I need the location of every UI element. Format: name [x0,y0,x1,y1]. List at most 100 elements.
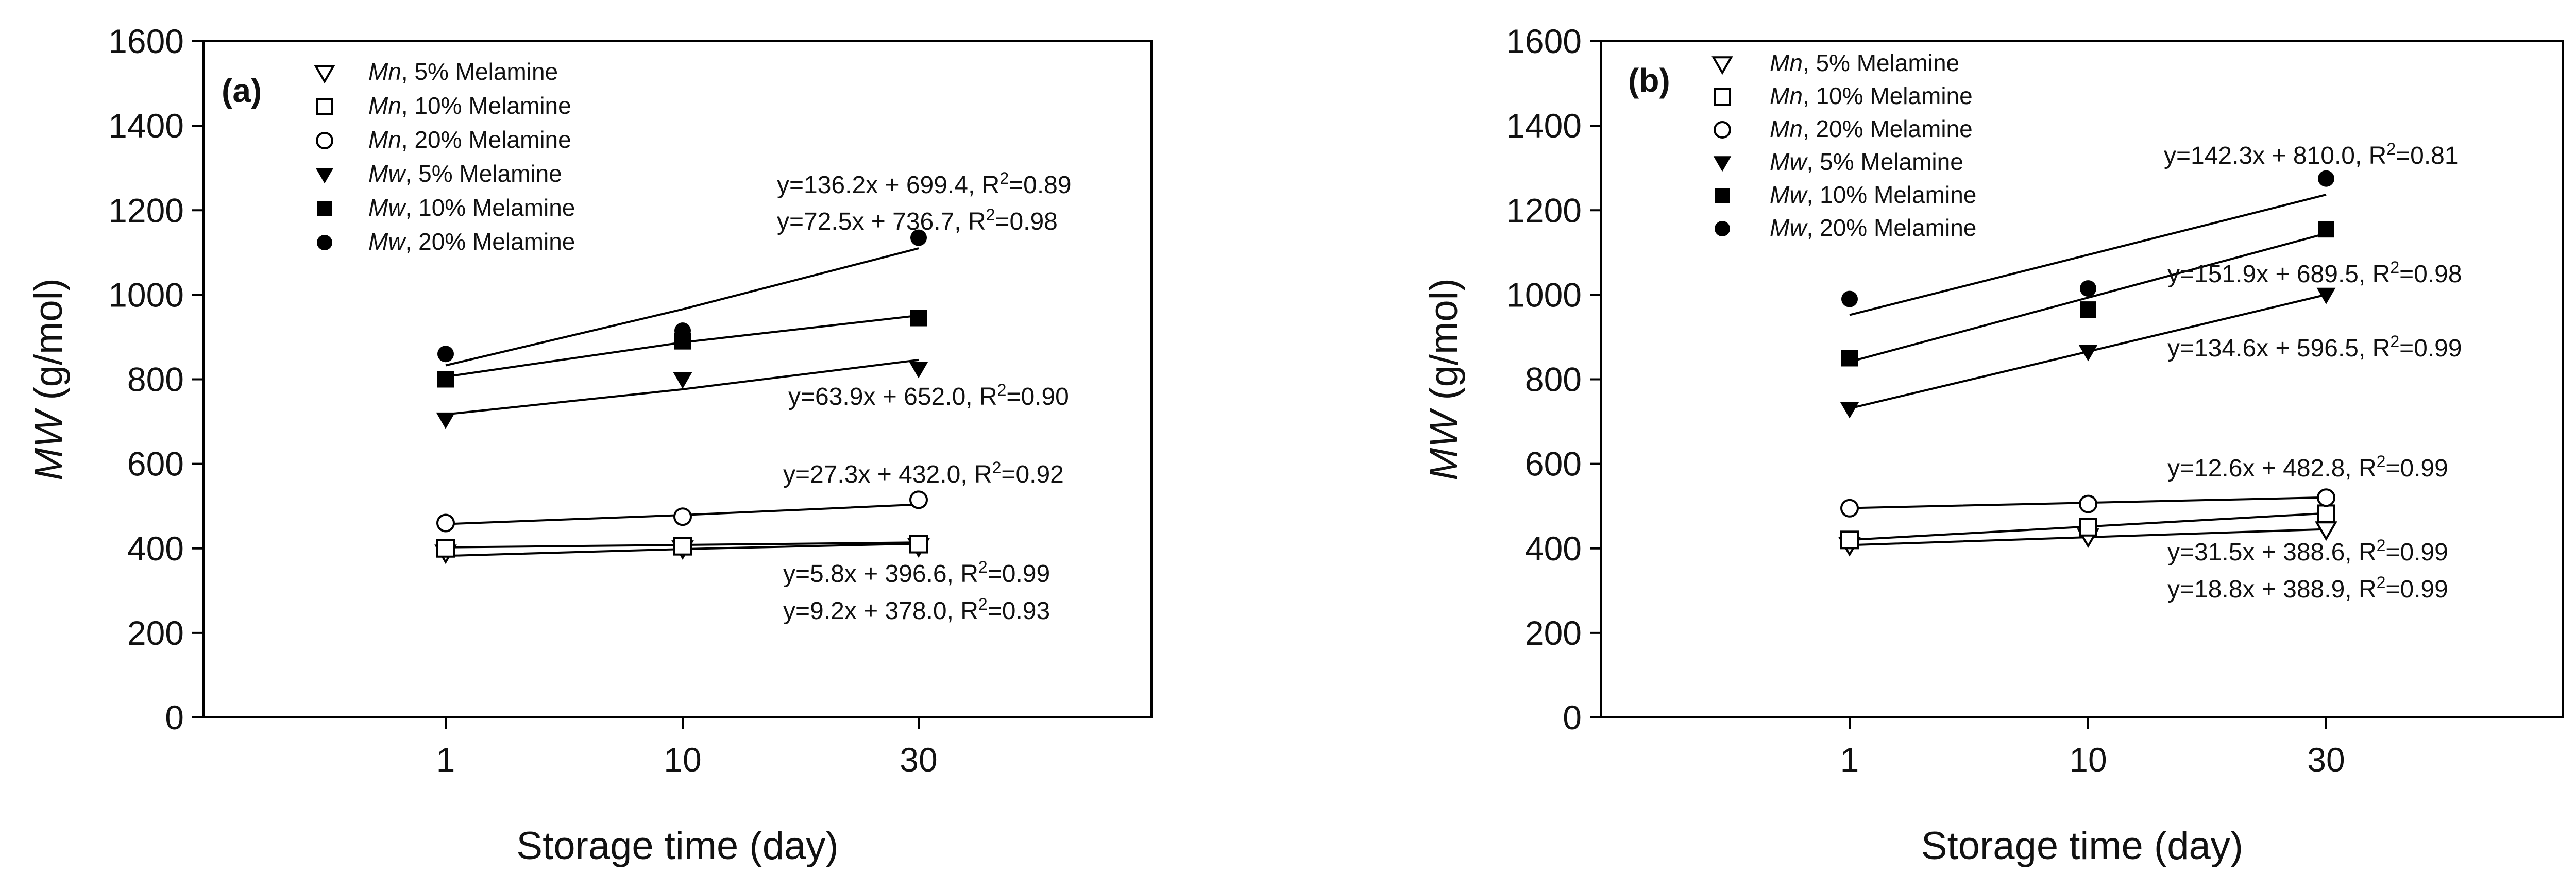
data-point [2079,518,2097,537]
data-point [2318,221,2334,238]
legend-marker [1713,156,1732,172]
panel-tag: (b) [1628,62,1670,99]
data-point [2317,488,2335,507]
y-tick-label: 200 [1525,614,1582,652]
data-point [1840,530,1859,550]
data-point [910,229,927,246]
data-point [436,513,455,533]
data-point [2080,301,2096,318]
y-axis-label: MW (g/mol) [1422,278,1466,481]
legend-marker [1715,188,1730,203]
legend-entry: Mw, 20% Melamine [1770,214,1976,241]
data-point [1841,290,1858,307]
data-point [673,372,692,389]
regression-equation: y=12.6x + 482.8, R2=0.99 [2167,452,2448,482]
x-tick-label: 10 [2069,741,2107,779]
x-tick-label: 10 [664,741,701,779]
y-tick-label: 800 [127,361,184,399]
data-point [2079,494,2097,513]
data-point [910,310,927,327]
y-tick-label: 1000 [1506,276,1582,314]
data-point [2078,345,2098,362]
data-point [2316,287,2336,304]
data-point [2318,170,2334,187]
legend-entry: Mn, 10% Melamine [1770,82,1973,109]
panel-a: 0 200 400 600 800 1000 1200 1400 1600 1 10 30 Storag… [27,22,1153,868]
y-tick-label: 1200 [108,191,184,229]
y-tick-label: 1600 [108,22,184,60]
x-tick-label: 1 [436,741,455,779]
panel-tag: (a) [222,72,262,109]
regression-equation: y=136.2x + 699.4, R2=0.89 [777,169,1072,199]
legend-marker [314,65,335,84]
regression-equation: y=31.5x + 388.6, R2=0.99 [2167,536,2448,566]
y-tick-label: 0 [165,698,184,736]
panel-b: 0 200 400 600 800 1000 1200 1400 1600 1 10 30 Storag… [1422,22,2564,868]
data-point [437,346,454,363]
fit-line [445,358,919,416]
y-tick-label: 1400 [1506,107,1582,145]
legend-marker [317,235,332,250]
y-tick-label: 1200 [1506,191,1582,229]
regression-equation: y=9.2x + 378.0, R2=0.93 [783,595,1050,625]
y-tick-label: 400 [1525,529,1582,568]
data-point [909,490,928,509]
legend-marker [1714,88,1731,106]
y-tick-label: 1600 [1506,22,1582,60]
y-tick-label: 800 [1525,361,1582,399]
regression-equation: y=142.3x + 810.0, R2=0.81 [2164,140,2459,169]
regression-equation: y=63.9x + 652.0, R2=0.90 [788,381,1069,410]
legend-entry: Mw, 5% Melamine [1770,148,1963,175]
y-tick-label: 1400 [108,107,184,145]
data-point [909,535,928,554]
x-tick-label: 30 [2307,741,2345,779]
data-point [436,539,455,558]
data-point [673,537,692,556]
legend: Mn, 5% Melamine Mn, 10% Melamine Mn, 20% M… [1711,49,1976,241]
data-point [909,362,928,379]
regression-equation: y=18.8x + 388.9, R2=0.99 [2167,573,2448,603]
legend-entry: Mn, 5% Melamine [1770,49,1959,76]
y-tick-label: 600 [127,445,184,483]
legend-marker [1711,56,1733,75]
y-tick-label: 200 [127,614,184,652]
x-tick-label: 30 [900,741,937,779]
x-axis-label: Storage time (day) [516,824,838,868]
legend-entry: Mw, 10% Melamine [368,194,575,221]
legend-marker [317,201,332,216]
data-point [2317,504,2335,523]
data-point [674,322,691,339]
x-axis-label: Storage time (day) [1921,824,2243,868]
data-point [437,371,454,388]
legend-marker [316,98,333,115]
legend-entry: Mn, 5% Melamine [368,58,558,85]
legend-entry: Mw, 20% Melamine [368,228,575,255]
legend-marker [316,132,333,149]
legend-marker [1715,221,1730,236]
y-tick-label: 1000 [108,276,184,314]
data-point [436,412,455,429]
data-point [1840,402,1859,419]
data-point [673,507,692,526]
legend-entry: Mw, 10% Melamine [1770,181,1976,208]
legend-marker [315,168,334,184]
legend-marker [1714,121,1731,139]
legend: Mn, 5% Melamine Mn, 10% Melamine Mn, 20% M… [314,58,575,255]
fit-line [445,247,919,367]
legend-entry: Mn, 20% Melamine [1770,115,1973,142]
y-tick-label: 400 [127,529,184,568]
data-point [1840,499,1859,518]
regression-equation: y=134.6x + 596.5, R2=0.99 [2167,332,2462,362]
legend-entry: Mn, 10% Melamine [368,92,571,119]
regression-equation: y=151.9x + 689.5, R2=0.98 [2167,258,2462,288]
y-tick-label: 600 [1525,445,1582,483]
data-point [1841,350,1858,367]
data-point [2315,521,2337,541]
y-tick-label: 0 [1563,698,1582,736]
data-point [2080,280,2096,297]
fit-line [1849,194,2327,316]
y-axis-label: MW (g/mol) [27,278,71,481]
regression-equation: y=72.5x + 736.7, R2=0.98 [777,205,1058,235]
legend-entry: Mn, 20% Melamine [368,126,571,153]
